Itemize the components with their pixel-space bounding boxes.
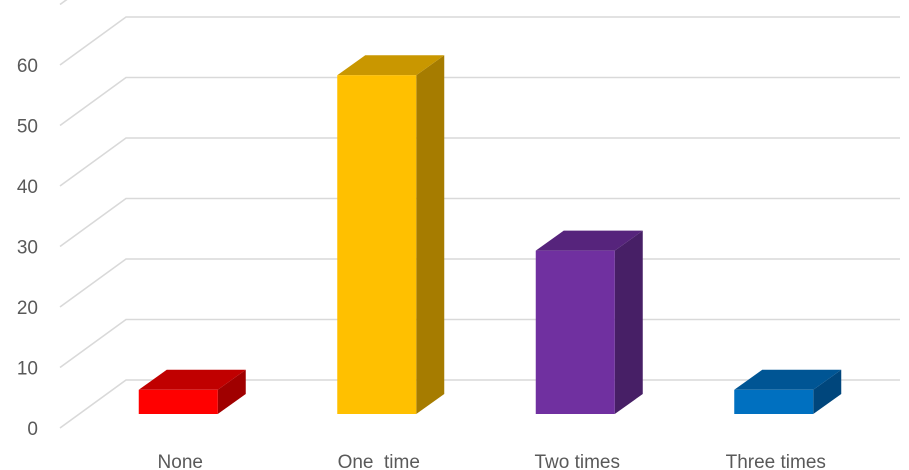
bar-front [734,389,814,414]
bar-top [535,230,643,251]
bar-side [217,369,246,414]
y-tick-label: 10 [17,359,38,380]
bar-top [337,55,445,76]
bar-none [138,369,246,414]
x-category-label: None [158,452,203,470]
gridline [59,0,68,6]
bar-front [337,75,417,414]
y-tick-label: 50 [17,117,38,138]
gridline [59,258,900,308]
gridline [59,16,900,66]
y-axis-ticks: 0 10 20 30 40 50 60 [17,56,38,440]
y-tick-label: 0 [27,419,38,440]
y-tick-label: 40 [17,177,38,198]
gridline [59,318,900,369]
x-category-label: Two times [534,452,620,470]
y-tick-label: 60 [17,56,38,77]
y-tick-label: 20 [17,298,38,319]
bar-front [138,389,218,414]
bar-top [734,369,842,390]
bar-three-times [734,369,842,414]
bar-two-times [535,230,643,414]
gridline [59,197,900,248]
x-category-label: One time [338,452,420,470]
bar-front [535,250,615,414]
x-category-label: Three times [726,452,826,470]
y-tick-label: 30 [17,238,38,259]
bar-side [813,369,842,414]
gridline [59,137,900,187]
bar-side [416,55,445,414]
bars [138,55,842,414]
gridline [59,76,900,127]
x-axis-labels: None One time Two times Three times [158,452,826,470]
bar-side [614,230,643,414]
bar-top [138,369,246,390]
bar-one-time [337,55,445,414]
gridlines [59,0,900,429]
